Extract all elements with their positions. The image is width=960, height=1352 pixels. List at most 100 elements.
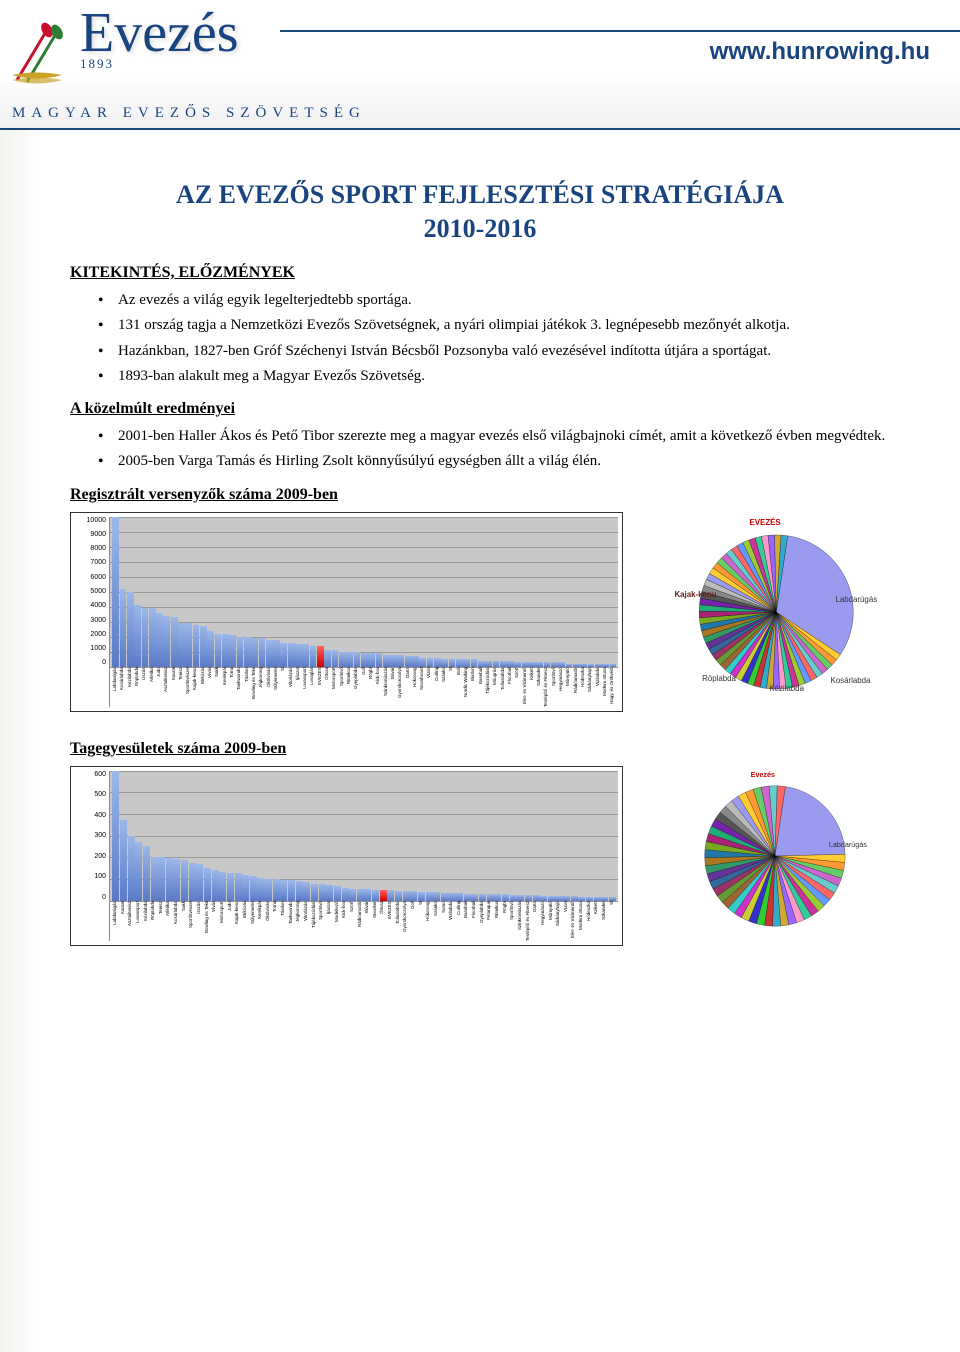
oars-icon: [12, 20, 72, 90]
bar: [288, 880, 295, 901]
bar: [259, 638, 266, 667]
bar: [317, 646, 324, 667]
bar: [319, 884, 326, 900]
bar: [433, 892, 440, 900]
bar: [158, 857, 165, 900]
bullet-item: Az evezés a világ egyik legelterjedtebb …: [118, 290, 890, 310]
bar: [405, 656, 412, 667]
bar: [166, 858, 173, 900]
bar: [349, 889, 356, 901]
svg-text:Kosárlabda: Kosárlabda: [831, 676, 872, 685]
bar: [339, 652, 346, 667]
bar: [173, 859, 180, 900]
bar: [342, 888, 349, 901]
bar: [207, 631, 214, 667]
svg-text:Labdarúgás: Labdarúgás: [836, 595, 878, 604]
svg-text:Labdarúgás: Labdarúgás: [829, 840, 867, 849]
bullet-item: 2005-ben Varga Tamás és Hirling Zsolt kö…: [118, 451, 890, 471]
bar: [410, 891, 417, 901]
bar: [387, 890, 394, 900]
bar: [196, 864, 203, 901]
bar: [372, 890, 379, 901]
bar: [219, 872, 226, 900]
bar: [326, 885, 333, 900]
bar: [448, 893, 455, 901]
chart1-heading: Regisztrált versenyzők száma 2009-ben: [70, 486, 890, 504]
bar: [212, 870, 219, 900]
bar: [227, 873, 234, 900]
bullet-item: 1893-ban alakult meg a Magyar Evezős Szö…: [118, 366, 890, 386]
svg-text:Evezés: Evezés: [751, 769, 775, 778]
bar: [361, 653, 368, 667]
bar: [302, 644, 309, 667]
bar: [383, 655, 390, 667]
chart2-pie: Evezés Labdarúgás: [633, 766, 890, 946]
bar: [273, 879, 280, 901]
bar: [390, 655, 397, 667]
bar: [280, 643, 287, 667]
bar: [441, 893, 448, 901]
bar: [127, 592, 134, 667]
bar: [364, 889, 371, 901]
bar: [171, 617, 178, 667]
chart2-bar: 6005004003002001000LabdarúgásKarateAszta…: [70, 766, 623, 946]
bullet-item: 2001-ben Haller Ákos és Pető Tibor szere…: [118, 426, 890, 446]
bar: [296, 881, 303, 901]
bar: [242, 875, 249, 901]
bar: [266, 640, 273, 667]
bar: [156, 613, 163, 667]
bar: [222, 634, 229, 667]
doc-title: AZ EVEZŐS SPORT FEJLESZTÉSI STRATÉGIÁJA: [70, 180, 890, 210]
bar: [427, 658, 434, 667]
section1-list: Az evezés a világ egyik legelterjedtebb …: [70, 290, 890, 386]
svg-text:EVEZÉS: EVEZÉS: [750, 518, 781, 527]
bar: [368, 653, 375, 667]
bar: [441, 659, 448, 667]
bar: [142, 608, 149, 667]
bar: [434, 658, 441, 667]
bar: [112, 517, 119, 667]
bar: [200, 626, 207, 667]
page-content: AZ EVEZŐS SPORT FEJLESZTÉSI STRATÉGIÁJA …: [0, 130, 960, 1352]
bar: [120, 589, 127, 667]
bar: [357, 889, 364, 901]
bar: [303, 882, 310, 900]
bar: [403, 891, 410, 901]
bar: [250, 876, 257, 901]
chart1-pie: EVEZÉSKajak-kenuRöplabdaKézilabdaKosárla…: [633, 512, 890, 712]
bar: [419, 658, 426, 667]
bar: [332, 650, 339, 667]
bar: [456, 659, 463, 667]
bar: [112, 771, 119, 901]
bar: [135, 842, 142, 901]
header-rule: [280, 30, 960, 32]
bar: [295, 644, 302, 667]
bar: [376, 653, 383, 667]
bar: [193, 625, 200, 667]
bar: [163, 616, 170, 667]
chart1-bar: 1000090008000700060005000400030002000100…: [70, 512, 623, 712]
bar: [143, 846, 150, 900]
bar: [235, 873, 242, 900]
bar: [120, 820, 127, 900]
page-tint: [0, 130, 40, 1352]
bar: [395, 891, 402, 901]
bar: [237, 637, 244, 667]
bar: [257, 878, 264, 901]
chart2-heading: Tagegyesületek száma 2009-ben: [70, 740, 890, 758]
page-header: Evezés 1893 MAGYAR EVEZŐS SZÖVETSÉG www.…: [0, 0, 960, 130]
bar: [324, 650, 331, 667]
bar: [189, 863, 196, 901]
bar: [346, 652, 353, 667]
doc-years: 2010-2016: [70, 214, 890, 244]
bar: [397, 655, 404, 667]
bar: [456, 893, 463, 901]
bar: [463, 659, 470, 667]
brand-title: Evezés: [80, 8, 239, 58]
bar: [244, 637, 251, 667]
bar: [149, 608, 156, 667]
bar: [134, 605, 141, 667]
bullet-item: 131 ország tagja a Nemzetközi Evezős Szö…: [118, 315, 890, 335]
bar: [185, 623, 192, 667]
bar: [449, 659, 456, 667]
